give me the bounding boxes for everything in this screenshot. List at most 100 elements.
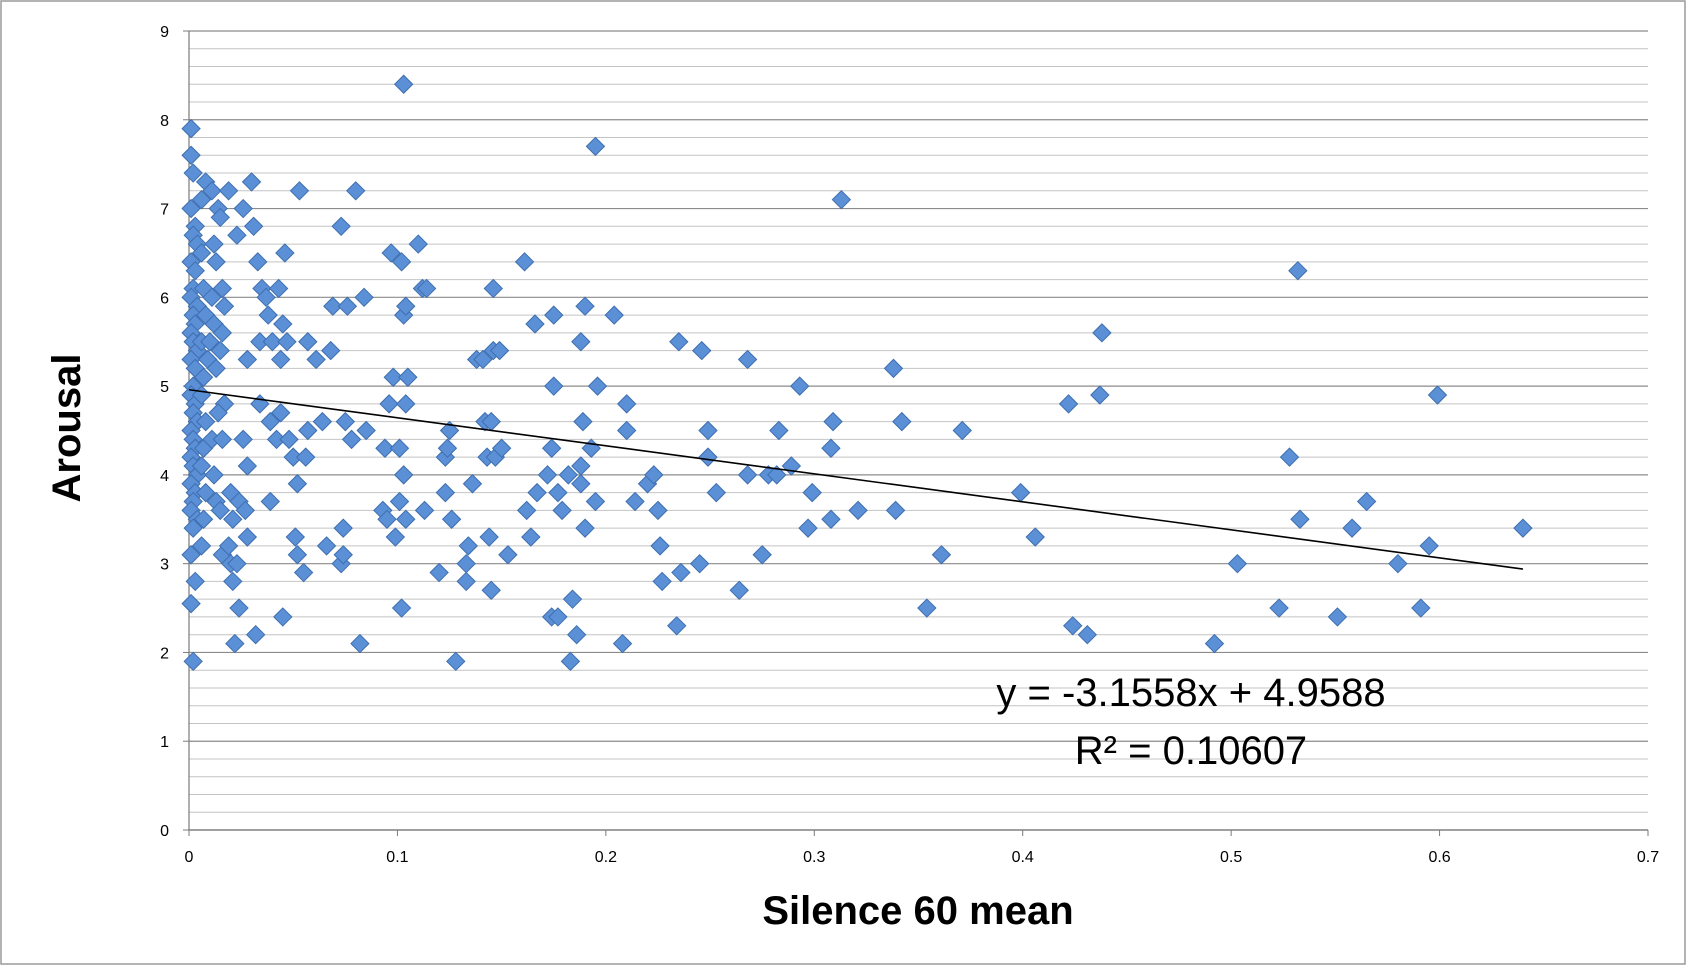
data-point [383,367,403,387]
data-point [483,278,504,299]
data-point [798,518,818,538]
data-point [571,474,591,494]
x-tick-label: 0 [185,849,194,866]
data-point [391,252,412,272]
data-point [931,545,952,565]
data-point [195,482,216,503]
x-tick-label: 0.1 [386,849,408,866]
data-point [208,403,228,423]
data-point [498,545,518,565]
data-point [456,571,476,592]
data-point [558,465,579,485]
data-point [202,181,222,201]
x-tick-label: 0.7 [1637,849,1659,866]
trendline-group [188,388,1524,570]
data-point [821,438,841,458]
data-point [237,456,258,476]
data-point [333,545,353,565]
data-point [206,252,226,272]
data-point [210,340,230,361]
data-point [391,598,412,618]
data-point [204,234,224,254]
data-point [689,553,710,574]
data-point [337,296,358,316]
data-point [616,394,637,414]
data-point [237,527,258,547]
data-point [698,447,718,467]
data-point [612,633,633,654]
data-point [585,136,606,157]
data-point [885,500,906,521]
data-point [491,438,512,458]
data-point [241,172,262,192]
data-point [789,376,810,396]
data-point [604,305,624,325]
trendline [188,388,1524,570]
data-point [1388,553,1408,574]
data-point [692,340,712,361]
data-point [831,189,852,210]
data-point [1063,616,1083,636]
data-point [350,633,370,654]
data-point [183,518,203,538]
data-point [544,305,564,325]
data-point [514,252,535,272]
data-point [258,305,278,325]
data-point [229,598,249,618]
data-point [1342,518,1362,538]
data-point [193,509,214,529]
data-point [275,243,295,263]
data-point [193,367,214,387]
data-point [644,465,664,485]
data-point [667,616,687,636]
data-point [1356,491,1377,512]
data-point [537,465,558,485]
data-point [333,518,353,538]
data-point [729,580,749,601]
data-point [298,420,318,441]
data-point [191,189,212,210]
data-point [218,181,239,201]
data-point [821,509,841,529]
data-point [446,651,466,672]
data-point [212,323,233,343]
data-point [892,411,912,432]
x-tick-label: 0.2 [595,849,617,866]
data-point [473,349,493,370]
data-point [210,207,230,228]
data-point [1227,553,1248,574]
data-point [375,438,395,458]
data-point [212,429,233,450]
data-point [441,509,462,529]
data-point [181,198,201,219]
data-point [1058,394,1079,414]
x-axis-title: Silence 60 mean [762,889,1073,933]
data-point [481,580,501,601]
data-point [560,651,581,672]
data-point [218,536,239,556]
data-point [225,633,245,654]
gridlines [189,30,1648,831]
data-point [398,367,418,387]
data-point [435,482,456,503]
x-tick-label: 0.3 [803,849,825,866]
data-point [575,518,595,538]
data-point [1204,633,1225,654]
data-point [235,500,255,521]
data-point [516,500,537,521]
data-point [416,278,437,299]
data-point [312,411,333,432]
data-point [408,234,428,254]
data-point [181,545,201,565]
data-point [952,420,972,441]
data-point [527,482,547,503]
data-point [548,607,568,627]
data-point [237,349,258,370]
data-point [377,509,397,529]
data-point [393,465,414,485]
tick-labels: 0 1 2 3 4 5 6 7 8 9 0 0.1 0.2 0.3 0.4 0.5 0.6 0.7 [160,24,1659,866]
data-point [1288,260,1308,281]
trendline-equation: y = -3.1558x + 4.9588 [996,671,1385,715]
data-point [648,500,668,521]
data-point [1077,624,1098,645]
